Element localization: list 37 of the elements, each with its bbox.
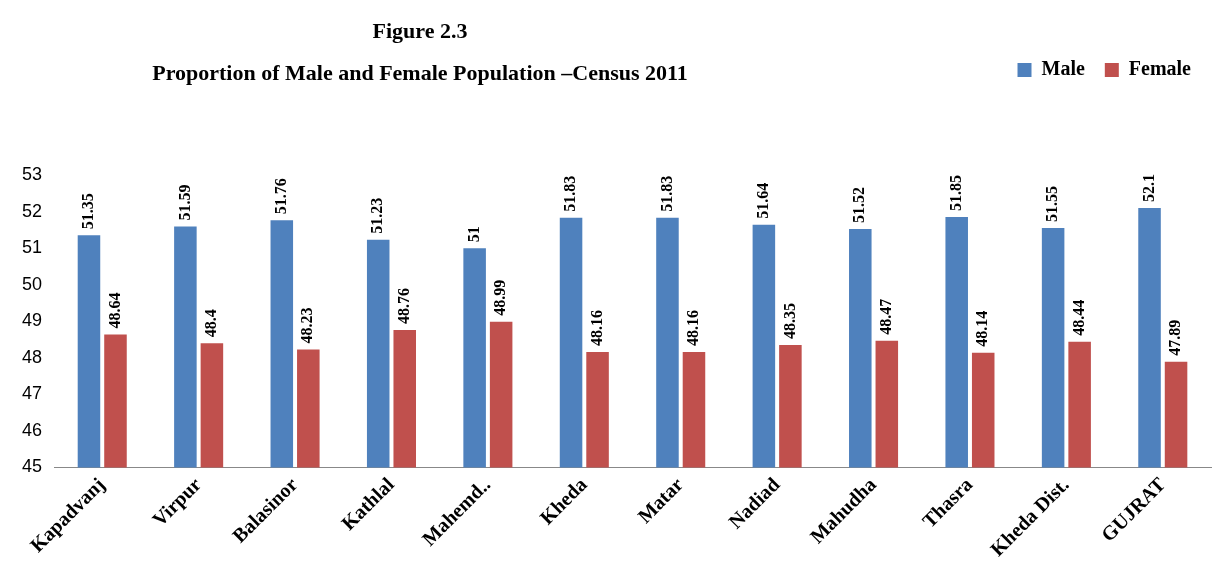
data-label: 47.89 — [1166, 319, 1184, 356]
data-label: 48.44 — [1069, 299, 1087, 336]
data-label: 51.35 — [79, 193, 97, 230]
data-label: 48.14 — [973, 310, 991, 347]
data-label: 48.64 — [105, 292, 123, 329]
data-label: 48.99 — [491, 279, 509, 316]
data-label: 51.85 — [946, 175, 964, 212]
data-label: 51.52 — [850, 187, 868, 224]
data-label: 51.64 — [754, 182, 772, 219]
data-label: 52.1 — [1139, 173, 1157, 202]
data-label: 48.23 — [298, 307, 316, 344]
y-tick-label: 45 — [21, 456, 43, 477]
data-label: 48.76 — [394, 288, 412, 325]
data-label: 51.23 — [368, 197, 386, 234]
data-label: 51.83 — [657, 175, 675, 212]
y-tick-label: 51 — [21, 237, 43, 258]
data-label: 51 — [464, 226, 482, 243]
data-label: 48.16 — [684, 309, 702, 346]
data-label: 51.83 — [561, 175, 579, 212]
legend-label: Female — [1128, 57, 1192, 80]
data-label: 48.35 — [780, 303, 798, 340]
y-tick-label: 53 — [21, 163, 43, 184]
data-label: 51.55 — [1043, 186, 1061, 223]
data-label: 48.4 — [202, 309, 220, 338]
chart-subtitle: Proportion of Male and Female Population –Census 2011 — [151, 60, 689, 86]
data-label: 51.76 — [271, 178, 289, 215]
y-tick-label: 52 — [21, 200, 43, 221]
data-label: 48.16 — [587, 309, 605, 346]
legend-label: Male — [1041, 57, 1085, 80]
y-tick-label: 46 — [21, 419, 43, 440]
data-label: 48.47 — [876, 298, 894, 335]
y-tick-label: 49 — [21, 310, 43, 331]
y-tick-label: 48 — [21, 346, 43, 367]
chart-title: Figure 2.3 — [371, 18, 469, 44]
y-tick-label: 50 — [21, 273, 43, 294]
data-label: 51.59 — [175, 184, 193, 221]
y-tick-label: 47 — [21, 383, 43, 404]
